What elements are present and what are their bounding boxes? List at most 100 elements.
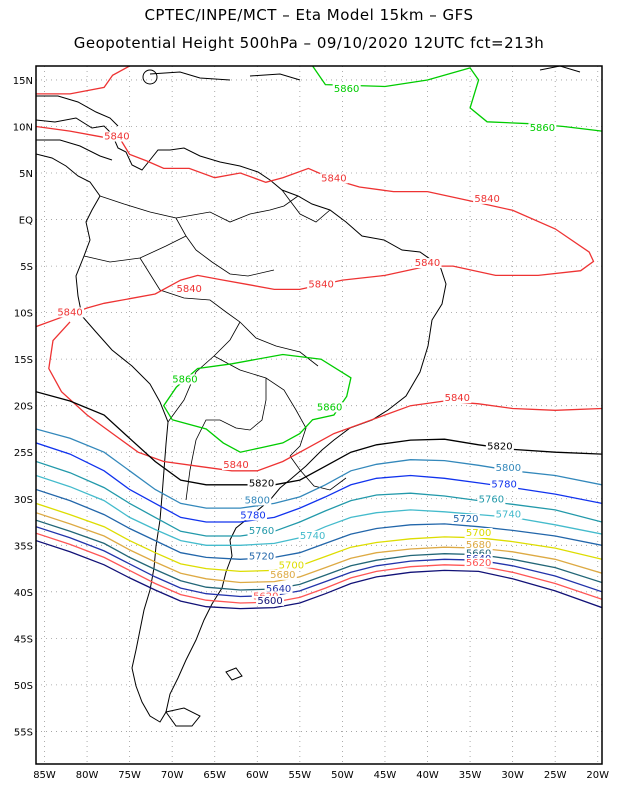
island-marker bbox=[142, 69, 158, 85]
tierra-del-fuego bbox=[165, 707, 201, 727]
contour-5820 bbox=[36, 391, 602, 486]
contour-label-bg bbox=[464, 548, 493, 559]
lat-tick-label: 10S bbox=[14, 309, 33, 320]
contour-label-5760: 5760 bbox=[249, 526, 274, 537]
contour-label-bg bbox=[247, 526, 276, 537]
contour-label-bg bbox=[494, 509, 523, 520]
contour-label-5760: 5760 bbox=[479, 494, 504, 505]
lon-tick-label: 85W bbox=[33, 770, 56, 781]
lat-tick-label: 20S bbox=[14, 402, 33, 413]
contour-lines bbox=[36, 66, 602, 610]
contour-label-bg bbox=[256, 595, 285, 606]
central-america-coastline bbox=[36, 95, 119, 161]
contour-5620 bbox=[36, 532, 602, 604]
contour-5600 bbox=[36, 539, 602, 610]
contour-label-5800: 5800 bbox=[245, 495, 270, 506]
falkland-islands bbox=[225, 667, 243, 681]
country-borders bbox=[83, 189, 347, 521]
contour-label-bg bbox=[298, 530, 327, 541]
lon-tick-label: 45W bbox=[374, 770, 397, 781]
contour-label-5700: 5700 bbox=[466, 528, 491, 539]
contour-label-5840: 5840 bbox=[223, 460, 248, 471]
contour-label-bg bbox=[464, 557, 493, 568]
contour-label-5740: 5740 bbox=[300, 531, 325, 542]
map-frame bbox=[35, 65, 603, 765]
contour-label-5660: 5660 bbox=[466, 548, 491, 559]
lon-tick-label: 75W bbox=[118, 770, 141, 781]
contour-5780 bbox=[36, 442, 602, 523]
contour-label-bg bbox=[528, 123, 557, 134]
lat-tick-label: 25S bbox=[14, 448, 33, 459]
contour-label-bg bbox=[485, 441, 514, 452]
contour-label-5840: 5840 bbox=[474, 194, 499, 205]
contour-label-5840: 5840 bbox=[445, 393, 470, 404]
lon-tick-label: 35W bbox=[459, 770, 482, 781]
contour-label-bg bbox=[477, 494, 506, 505]
lon-tick-label: 40W bbox=[416, 770, 439, 781]
contour-label-5740: 5740 bbox=[496, 509, 521, 520]
contour-label-bg bbox=[451, 514, 480, 525]
lon-tick-label: 20W bbox=[586, 770, 609, 781]
lat-tick-label: 15S bbox=[14, 355, 33, 366]
contour-5840 bbox=[36, 66, 130, 95]
contour-label-5840: 5840 bbox=[104, 132, 129, 143]
contour-label-5840: 5840 bbox=[308, 279, 333, 290]
contour-label-5840: 5840 bbox=[57, 307, 82, 318]
contour-label-bg bbox=[413, 258, 442, 269]
contour-label-5800: 5800 bbox=[496, 463, 521, 474]
contour-label-5600: 5600 bbox=[257, 596, 282, 607]
contour-label-5680: 5680 bbox=[466, 540, 491, 551]
contour-label-bg bbox=[247, 551, 276, 562]
lat-tick-label: 5S bbox=[20, 262, 33, 273]
lat-tick-label: 5N bbox=[19, 169, 33, 180]
contour-label-bg bbox=[490, 479, 519, 490]
contour-label-bg bbox=[264, 583, 293, 594]
contour-5840 bbox=[48, 321, 602, 472]
contour-label-bg bbox=[307, 279, 336, 290]
latitude-labels: 15N 10N 5N EQ 5S 10S 15S 20S 25S 30S 35S 40S 45S 50S 5… bbox=[13, 76, 33, 738]
contour-5720 bbox=[36, 488, 602, 560]
lat-tick-label: EQ bbox=[19, 216, 33, 227]
contour-label-5620: 5620 bbox=[466, 558, 491, 569]
lon-tick-label: 30W bbox=[501, 770, 524, 781]
contour-label-5680: 5680 bbox=[270, 570, 295, 581]
contour-label-bg bbox=[464, 540, 493, 551]
contour-label-bg bbox=[170, 374, 199, 385]
contour-label-5860: 5860 bbox=[334, 84, 359, 95]
lat-tick-label: 40S bbox=[14, 588, 33, 599]
lat-tick-label: 10N bbox=[13, 122, 33, 133]
contour-label-5820: 5820 bbox=[487, 441, 512, 452]
contour-label-bg bbox=[494, 462, 523, 473]
contour-label-bg bbox=[175, 284, 204, 295]
contour-label-bg bbox=[222, 460, 251, 471]
contour-label-5720: 5720 bbox=[453, 514, 478, 525]
contour-5840 bbox=[36, 125, 595, 328]
lon-tick-label: 60W bbox=[246, 770, 269, 781]
coastline-layer bbox=[36, 66, 581, 727]
map-title-line1: CPTEC/INPE/MCT – Eta Model 15km – GFS bbox=[144, 6, 474, 24]
lat-tick-label: 50S bbox=[14, 681, 33, 692]
contour-label-bg bbox=[239, 510, 268, 521]
longitude-labels: 85W 80W 75W 70W 65W 60W 55W 50W 45W 40W 35W 30W 25W 2… bbox=[33, 770, 609, 781]
lat-tick-label: 35S bbox=[14, 541, 33, 552]
contour-label-5780: 5780 bbox=[240, 510, 265, 521]
contour-label-bg bbox=[102, 131, 131, 142]
contour-label-5720: 5720 bbox=[249, 551, 274, 562]
lon-tick-label: 50W bbox=[331, 770, 354, 781]
contour-5860 bbox=[312, 66, 602, 132]
contour-label-5840: 5840 bbox=[176, 284, 201, 295]
contour-label-bg bbox=[319, 173, 348, 184]
map-title-line2: Geopotential Height 500hPa – 09/10/2020 … bbox=[73, 34, 545, 52]
contour-label-5840: 5840 bbox=[321, 173, 346, 184]
caribbean-islands bbox=[149, 66, 581, 81]
contour-label-bg bbox=[464, 527, 493, 538]
contour-label-5640: 5640 bbox=[266, 584, 291, 595]
contour-labels: 5860 5860 5860 5860 5840 5840 5840 5840 5840 5840… bbox=[56, 84, 557, 607]
contour-label-bg bbox=[473, 193, 502, 204]
lat-lon-grid bbox=[36, 66, 602, 764]
contour-label-5700: 5700 bbox=[279, 561, 304, 572]
contour-label-bg bbox=[443, 393, 472, 404]
contour-label-bg bbox=[247, 478, 276, 489]
contour-label-bg bbox=[56, 307, 85, 318]
